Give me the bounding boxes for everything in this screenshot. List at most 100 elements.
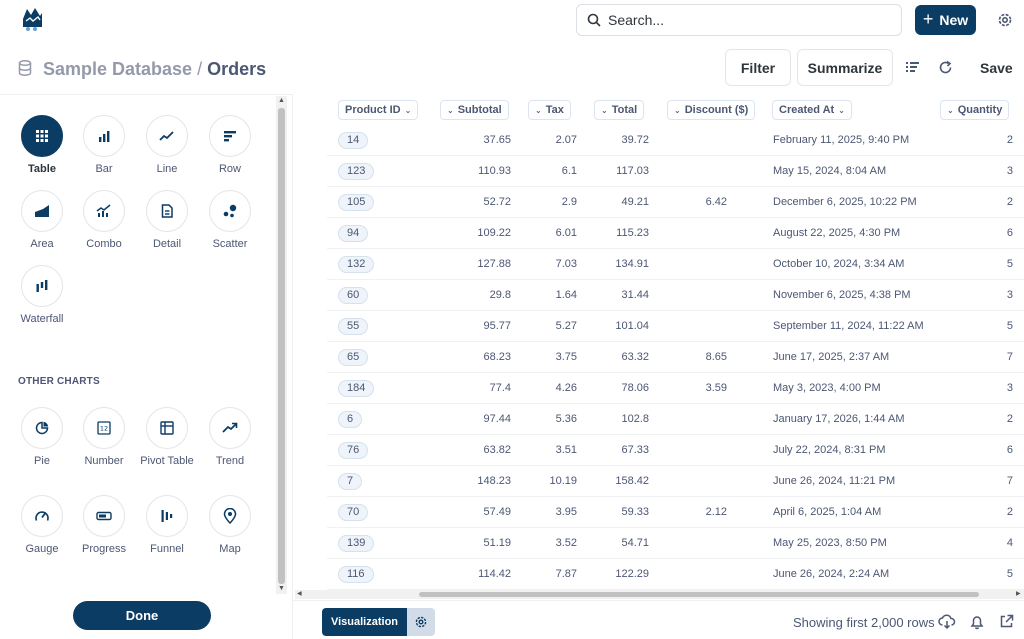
table-cell: 54.71: [621, 537, 649, 549]
column-header-total[interactable]: ⌄ Total: [594, 100, 645, 120]
viz-option-circle[interactable]: 12: [83, 407, 125, 449]
settings-gear-icon[interactable]: [996, 11, 1014, 29]
product-id-link[interactable]: 55: [338, 318, 369, 335]
viz-option-bar[interactable]: Bar: [74, 115, 134, 176]
viz-option-pie[interactable]: Pie: [12, 407, 72, 468]
refresh-icon[interactable]: [938, 60, 953, 75]
product-id-link[interactable]: 65: [338, 349, 369, 366]
viz-option-circle[interactable]: [209, 115, 251, 157]
progress-icon: [96, 511, 112, 521]
table-row[interactable]: 70 57.49 3.95 59.33 2.12 April 6, 2025, 1:04 …: [327, 497, 1024, 528]
viz-option-waterfall[interactable]: Waterfall: [12, 265, 72, 326]
chart-settings-button[interactable]: [407, 608, 435, 636]
product-id-link[interactable]: 184: [338, 380, 375, 397]
alert-bell-icon[interactable]: [969, 614, 985, 630]
sidebar-scrollbar[interactable]: ▲ ▼: [276, 96, 287, 594]
column-header-subtotal[interactable]: ⌄ Subtotal: [440, 100, 509, 120]
viz-option-circle[interactable]: [83, 115, 125, 157]
product-id-link[interactable]: 6: [338, 411, 363, 428]
viz-option-gauge[interactable]: Gauge: [12, 495, 72, 556]
table-row[interactable]: 116 114.42 7.87 122.29 June 26, 2024, 2:24 A…: [327, 559, 1024, 590]
product-id-link[interactable]: 132: [338, 256, 375, 273]
table-row[interactable]: 105 52.72 2.9 49.21 6.42 December 6, 2025, 10…: [327, 187, 1024, 218]
table-row[interactable]: 94 109.22 6.01 115.23 August 22, 2025, 4:30 …: [327, 218, 1024, 249]
product-id-link[interactable]: 70: [338, 504, 369, 521]
download-icon[interactable]: [938, 614, 956, 630]
scroll-left-icon[interactable]: ◀: [297, 591, 302, 597]
viz-option-circle[interactable]: [21, 115, 63, 157]
search-input[interactable]: [608, 10, 888, 30]
column-header-created-at[interactable]: Created At ⌄: [772, 100, 852, 120]
table-row[interactable]: 55 95.77 5.27 101.04 September 11, 2024, 11:…: [327, 311, 1024, 342]
viz-option-circle[interactable]: [21, 495, 63, 537]
table-row[interactable]: 123 110.93 6.1 117.03 May 15, 2024, 8:04 AM 3: [327, 156, 1024, 187]
table-row[interactable]: 7 148.23 10.19 158.42 June 26, 2024, 11:21 P…: [327, 466, 1024, 497]
table-row[interactable]: 139 51.19 3.52 54.71 May 25, 2023, 8:50 PM 4: [327, 528, 1024, 559]
product-id-link[interactable]: 60: [338, 287, 369, 304]
viz-option-circle[interactable]: [83, 190, 125, 232]
notebook-list-icon[interactable]: [906, 61, 920, 73]
new-button[interactable]: + New: [915, 5, 976, 35]
viz-option-line[interactable]: Line: [137, 115, 197, 176]
product-id-link[interactable]: 7: [338, 473, 363, 490]
scroll-down-icon[interactable]: ▼: [278, 585, 285, 592]
viz-option-trend[interactable]: Trend: [200, 407, 260, 468]
product-id-link[interactable]: 105: [338, 194, 375, 211]
table-cell: 158.42: [615, 475, 649, 487]
product-id-link[interactable]: 123: [338, 163, 375, 180]
table-row[interactable]: 184 77.4 4.26 78.06 3.59 May 3, 2023, 4:00 PM…: [327, 373, 1024, 404]
breadcrumb-database[interactable]: Sample Database: [43, 59, 193, 79]
viz-option-circle[interactable]: [146, 495, 188, 537]
viz-option-combo[interactable]: Combo: [74, 190, 134, 251]
scrollbar-thumb[interactable]: [278, 108, 285, 584]
viz-option-circle[interactable]: [146, 190, 188, 232]
viz-option-circle[interactable]: [21, 407, 63, 449]
viz-option-table[interactable]: Table: [12, 115, 72, 176]
viz-option-circle[interactable]: [209, 495, 251, 537]
table-row[interactable]: 14 37.65 2.07 39.72 February 11, 2025, 9:40 …: [327, 125, 1024, 156]
scroll-right-icon[interactable]: ▶: [1016, 591, 1021, 597]
product-id-link[interactable]: 94: [338, 225, 369, 242]
viz-option-circle[interactable]: [146, 407, 188, 449]
viz-option-funnel[interactable]: Funnel: [137, 495, 197, 556]
viz-option-circle[interactable]: [21, 265, 63, 307]
viz-option-detail[interactable]: Detail: [137, 190, 197, 251]
product-id-link[interactable]: 116: [338, 566, 374, 583]
product-id-link[interactable]: 14: [338, 132, 369, 149]
table-row[interactable]: 6 97.44 5.36 102.8 January 17, 2026, 1:44 AM…: [327, 404, 1024, 435]
summarize-button[interactable]: Summarize: [797, 49, 893, 86]
viz-option-circle[interactable]: [83, 495, 125, 537]
column-header-discount[interactable]: ⌄ Discount ($): [667, 100, 756, 120]
viz-option-circle[interactable]: [21, 190, 63, 232]
table-horizontal-scrollbar[interactable]: ◀ ▶: [295, 590, 1024, 599]
viz-option-pivot-table[interactable]: Pivot Table: [137, 407, 197, 468]
save-button[interactable]: Save: [980, 60, 1013, 76]
table-row[interactable]: 60 29.8 1.64 31.44 November 6, 2025, 4:38 PM…: [327, 280, 1024, 311]
table-row[interactable]: 65 68.23 3.75 63.32 8.65 June 17, 2025, 2:37 …: [327, 342, 1024, 373]
filter-button[interactable]: Filter: [725, 49, 791, 86]
viz-option-progress[interactable]: Progress: [74, 495, 134, 556]
metabase-logo-icon[interactable]: [18, 5, 46, 33]
viz-option-circle[interactable]: [209, 190, 251, 232]
table-row[interactable]: 76 63.82 3.51 67.33 July 22, 2024, 8:31 PM 6: [327, 435, 1024, 466]
viz-option-circle[interactable]: [146, 115, 188, 157]
column-header-product-id[interactable]: Product ID ⌄: [338, 100, 419, 120]
column-header-quantity[interactable]: ⌄ Quantity: [940, 100, 1010, 120]
viz-option-circle[interactable]: [209, 407, 251, 449]
done-button[interactable]: Done: [73, 601, 211, 630]
product-id-link[interactable]: 76: [338, 442, 369, 459]
column-header-tax[interactable]: ⌄ Tax: [528, 100, 571, 120]
scroll-up-icon[interactable]: ▲: [278, 97, 285, 104]
search-bar[interactable]: [576, 4, 902, 36]
viz-option-scatter[interactable]: Scatter: [200, 190, 260, 251]
visualization-toggle-button[interactable]: Visualization: [322, 608, 407, 636]
share-external-icon[interactable]: [999, 614, 1014, 629]
table-row[interactable]: 132 127.88 7.03 134.91 October 10, 2024, 3:3…: [327, 249, 1024, 280]
viz-option-map[interactable]: Map: [200, 495, 260, 556]
viz-option-number[interactable]: 12 Number: [74, 407, 134, 468]
breadcrumb-table[interactable]: Orders: [207, 59, 267, 79]
viz-option-area[interactable]: Area: [12, 190, 72, 251]
product-id-link[interactable]: 139: [338, 535, 375, 552]
viz-option-row[interactable]: Row: [200, 115, 260, 176]
scrollbar-thumb[interactable]: [419, 592, 979, 597]
